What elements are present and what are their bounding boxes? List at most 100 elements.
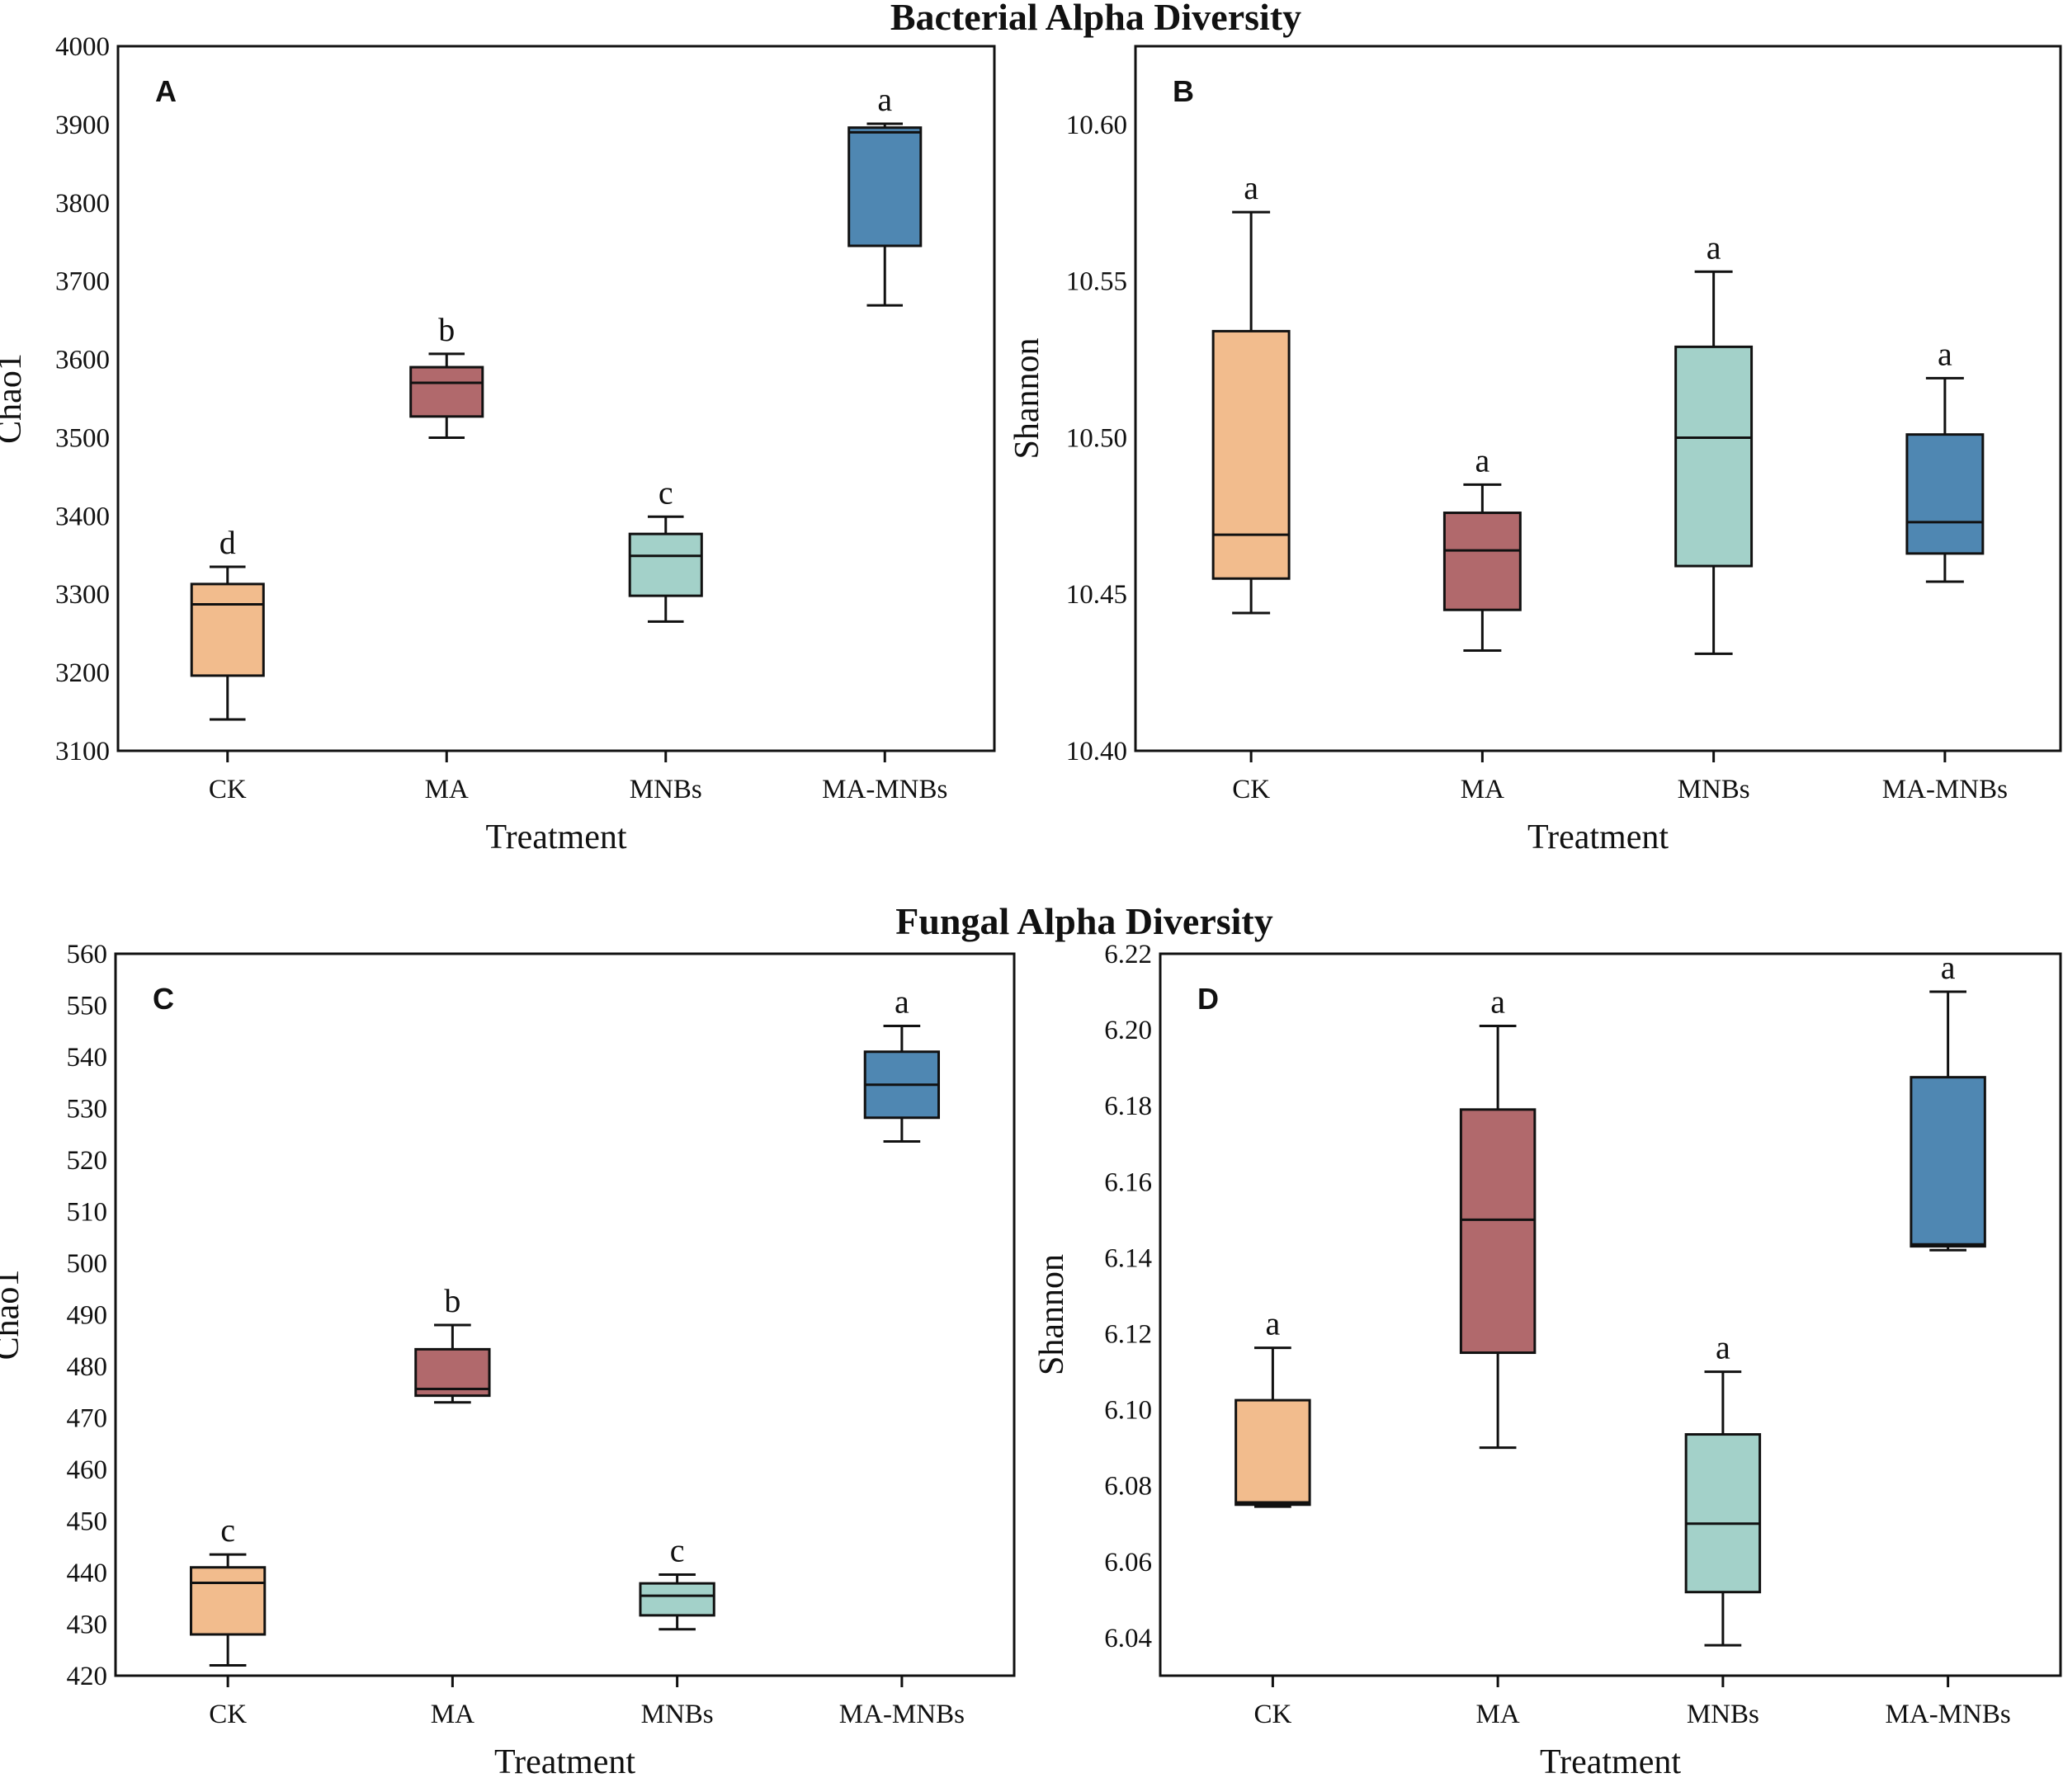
y-tick-label: 3800 <box>55 189 110 219</box>
panel-label: D <box>1197 982 1219 1016</box>
iqr-box <box>1211 329 1291 580</box>
significance-letter: c <box>670 1532 685 1569</box>
panel-c: 420 430 440 450 460 470 480 490 500 510 520 530 540 5… <box>0 940 1016 1781</box>
y-tick-label: 3300 <box>55 580 110 610</box>
x-tick-label: MA <box>1461 775 1504 804</box>
panel-a: 3100 3200 3300 3400 3500 3600 3700 3800 3900 4000… <box>0 32 996 856</box>
y-tick-label: 10.55 <box>1066 267 1127 297</box>
iqr-box <box>847 126 923 248</box>
panel-b: 10.40 10.45 10.50 10.55 10.60 CK MA MNBs MA-MNBs… <box>1008 45 2062 856</box>
box-ma: b <box>409 311 484 439</box>
box-ma: a <box>1459 983 1537 1450</box>
y-tick-label: 3200 <box>55 658 110 688</box>
plot-frame <box>1159 952 2062 1677</box>
box-ma-mnbs: a <box>1905 335 1985 583</box>
iqr-box <box>1674 345 1754 568</box>
y-tick-label: 6.22 <box>1104 940 1152 969</box>
x-tick-label: MA <box>425 775 469 804</box>
y-tick-label: 450 <box>67 1507 108 1537</box>
x-axis-label: Treatment <box>494 1743 635 1781</box>
y-tick-label: 3500 <box>55 423 110 453</box>
y-axis-label: Chao1 <box>0 353 29 444</box>
fungal-title: Fungal Alpha Diversity <box>895 900 1273 942</box>
box-ck: d <box>190 524 265 721</box>
significance-letter: d <box>220 524 236 561</box>
box-mnbs: a <box>1684 1329 1762 1647</box>
iqr-box <box>1684 1433 1762 1594</box>
y-tick-label: 4000 <box>55 32 110 62</box>
significance-letter: b <box>438 311 455 348</box>
y-tick-label: 440 <box>67 1559 108 1588</box>
box-mnbs: a <box>1674 229 1754 655</box>
y-tick-label: 10.45 <box>1066 580 1127 610</box>
box-ck: a <box>1234 1305 1311 1508</box>
iqr-box <box>1910 1076 1986 1248</box>
significance-letter: c <box>659 474 673 511</box>
iqr-box <box>190 582 265 677</box>
significance-letter: a <box>1244 169 1258 206</box>
plot-frame <box>114 952 1016 1677</box>
y-axis-label: Shannon <box>1008 338 1046 460</box>
significance-letter: b <box>444 1282 460 1319</box>
x-tick-label: MA <box>431 1700 474 1729</box>
iqr-box <box>189 1566 267 1636</box>
y-tick-label: 510 <box>67 1198 108 1228</box>
y-tick-label: 10.40 <box>1066 737 1127 766</box>
x-tick-label: MNBs <box>1687 1700 1759 1729</box>
y-tick-label: 10.50 <box>1066 423 1127 453</box>
plot-frame <box>116 45 996 752</box>
y-tick-label: 6.06 <box>1104 1548 1152 1577</box>
significance-letter: a <box>1265 1305 1280 1342</box>
box-ma: b <box>414 1282 491 1404</box>
y-tick-label: 490 <box>67 1301 108 1331</box>
y-tick-label: 6.14 <box>1104 1243 1152 1273</box>
significance-letter: a <box>1490 983 1505 1021</box>
y-axis-label: Chao1 <box>0 1270 26 1361</box>
panel-d: 6.04 6.06 6.08 6.10 6.12 6.14 6.16 6.18 6.20 6.22… <box>1033 940 2062 1781</box>
box-ma-mnbs: a <box>1910 949 1986 1252</box>
x-tick-label: MA <box>1476 1700 1520 1729</box>
significance-letter: a <box>1716 1329 1730 1366</box>
x-tick-label: MNBs <box>630 775 702 804</box>
y-tick-label: 6.18 <box>1104 1092 1152 1121</box>
x-tick-label: CK <box>209 1700 247 1729</box>
significance-letter: a <box>895 983 909 1021</box>
y-tick-label: 6.20 <box>1104 1016 1152 1045</box>
plot-frame <box>1134 45 2062 752</box>
significance-letter: a <box>1941 949 1956 986</box>
box-ma-mnbs: a <box>847 81 923 307</box>
y-tick-label: 3600 <box>55 346 110 375</box>
y-tick-label: 500 <box>67 1249 108 1279</box>
x-tick-label: MA-MNBs <box>1882 775 2008 804</box>
x-axis-label: Treatment <box>1527 818 1669 856</box>
box-mnbs: c <box>628 474 703 623</box>
significance-letter: a <box>1938 335 1952 372</box>
iqr-box <box>1905 433 1985 555</box>
iqr-box <box>1459 1108 1537 1355</box>
significance-letter: a <box>1475 441 1489 479</box>
y-tick-label: 6.16 <box>1104 1167 1152 1197</box>
box-ma: a <box>1442 441 1522 653</box>
y-tick-label: 6.08 <box>1104 1472 1152 1502</box>
y-tick-label: 530 <box>67 1095 108 1125</box>
y-tick-label: 470 <box>67 1404 108 1434</box>
y-tick-label: 6.04 <box>1104 1624 1152 1653</box>
y-tick-label: 540 <box>67 1043 108 1073</box>
y-tick-label: 3700 <box>55 267 110 297</box>
y-axis-label: Shannon <box>1033 1254 1071 1375</box>
x-tick-label: MA-MNBs <box>822 775 947 804</box>
y-tick-label: 480 <box>67 1352 108 1382</box>
x-axis-label: Treatment <box>1540 1743 1681 1781</box>
y-tick-label: 10.60 <box>1066 111 1127 140</box>
x-tick-label: MA-MNBs <box>839 1700 965 1729</box>
y-tick-label: 3400 <box>55 502 110 531</box>
y-tick-label: 560 <box>67 940 108 969</box>
panel-label: C <box>153 982 174 1016</box>
iqr-box <box>409 365 484 418</box>
y-tick-label: 460 <box>67 1455 108 1485</box>
x-tick-label: CK <box>209 775 247 804</box>
panel-label: B <box>1173 74 1194 108</box>
y-tick-label: 6.10 <box>1104 1396 1152 1426</box>
box-ck: a <box>1211 169 1291 615</box>
